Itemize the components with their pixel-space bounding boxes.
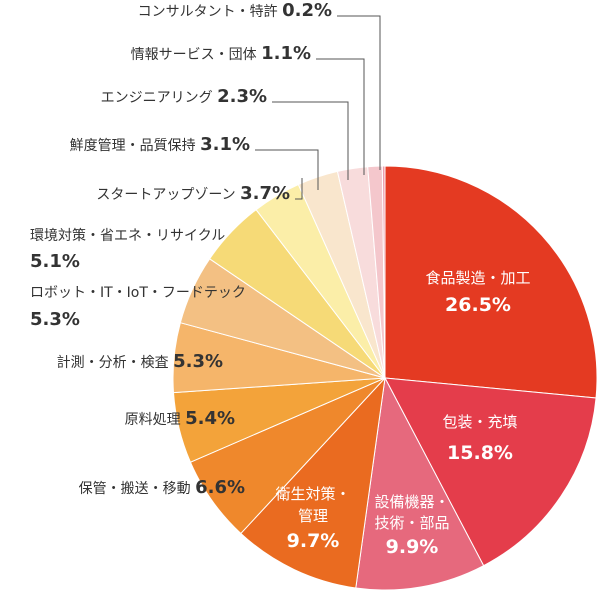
slice-value-label: 5.1%	[30, 251, 80, 272]
slice-label: 技術・部品	[374, 514, 449, 532]
slice-label: スタートアップゾーン 3.7%	[96, 183, 290, 204]
leader-line	[316, 58, 365, 175]
pie-slice	[355, 376, 485, 591]
slice-label: 衛生対策・	[275, 485, 350, 503]
slice-label: 保管・搬送・移動 6.6%	[79, 477, 245, 498]
slice-label: 情報サービス・団体 1.1%	[131, 43, 311, 64]
slice-value-label: 26.5%	[445, 294, 511, 316]
pie-slice	[384, 377, 597, 567]
leader-line	[255, 149, 319, 190]
slice-label: 食品製造・加工	[425, 269, 530, 287]
slice-label: 鮮度管理・品質保持 3.1%	[70, 134, 250, 155]
leader-line	[295, 178, 303, 200]
slice-value-label: 5.3%	[30, 309, 80, 330]
slice-label: ロボット・IT・IoT・フードテック	[30, 285, 246, 301]
slice-label: エンジニアリング 2.3%	[101, 86, 267, 107]
slice-value-label: 9.7%	[287, 530, 340, 552]
slice-label: 管理	[298, 507, 328, 525]
pie-slice	[240, 376, 386, 589]
pie-slices	[172, 165, 598, 591]
pie-labels: 食品製造・加工 26.5% 包装・充填 15.8% 設備機器・技術・部品 9.9% 衛生対策…	[30, 0, 531, 558]
slice-label: 設備機器・	[374, 493, 449, 511]
leader-line	[272, 101, 349, 180]
slice-label: コンサルタント・特許 0.2%	[138, 0, 332, 21]
slice-label: 包装・充填	[442, 413, 517, 431]
slice-label: 原料処理 5.4%	[125, 408, 235, 429]
leader-line	[337, 15, 381, 170]
pie-slice	[381, 165, 386, 379]
slice-value-label: 15.8%	[447, 442, 513, 464]
slice-label: 計測・分析・検査 5.3%	[57, 351, 223, 372]
slice-label: 環境対策・省エネ・リサイクル	[30, 227, 225, 244]
slice-value-label: 9.9%	[386, 536, 439, 558]
pie-slice	[384, 165, 598, 399]
